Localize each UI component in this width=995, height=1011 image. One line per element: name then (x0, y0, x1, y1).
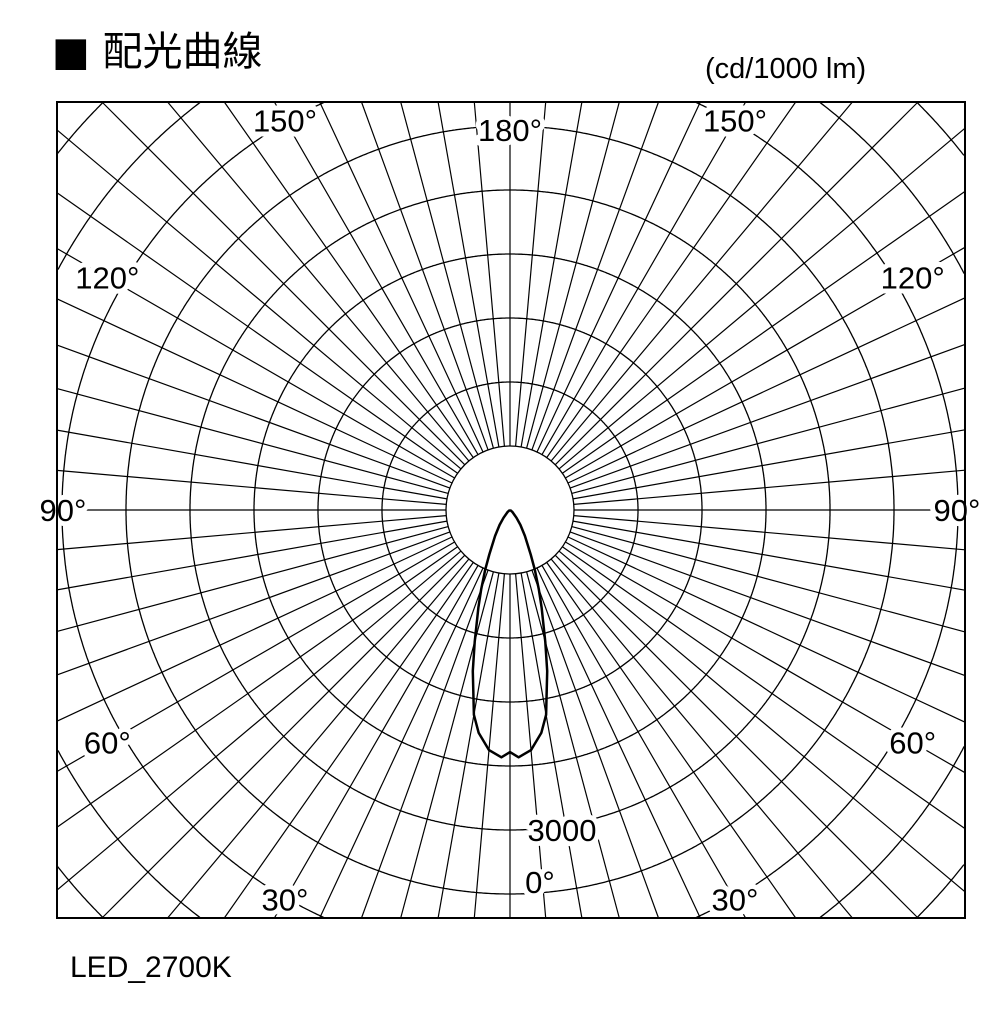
grid-radial-line (473, 101, 505, 447)
lamp-type-label: LED_2700K (70, 951, 232, 984)
grid-radial-line (541, 101, 747, 455)
grid-radial-line (56, 192, 458, 474)
grid-radial-line (400, 101, 494, 449)
grid-radial-line (273, 101, 479, 455)
grid-radial-line (437, 572, 500, 919)
grid-radial-line (569, 343, 966, 489)
grid-radial-line (473, 573, 505, 919)
grid-radial-line (56, 536, 453, 722)
grid-radial-line (56, 520, 448, 591)
grid-radial-line (56, 247, 455, 479)
grid-radial-line (515, 101, 547, 447)
grid-radial-line (223, 562, 474, 919)
grid-radial-line (56, 526, 449, 632)
grid-radial-line (565, 541, 966, 774)
grid-radial-line (56, 515, 447, 551)
grid-radial-line (223, 101, 474, 458)
grid-radial-line (56, 541, 455, 773)
grid-radial-line (56, 531, 451, 676)
grid-radial-line (273, 565, 479, 919)
grid-radial-line (546, 101, 797, 458)
grid-radial-line (56, 129, 462, 470)
grid-radial-line (569, 531, 966, 677)
angle-label: 60° (889, 726, 936, 761)
grid-radial-line (167, 101, 470, 462)
grid-radial-line (56, 344, 451, 489)
grid-radial-line (526, 571, 620, 919)
distribution-curve (471, 508, 549, 759)
grid-radial-line (101, 554, 466, 919)
angle-label: 60° (84, 726, 131, 761)
angle-label: 0° (525, 865, 555, 900)
grid-radial-line (562, 190, 966, 474)
angle-label: 150° (253, 103, 317, 138)
grid-radial-line (573, 469, 966, 505)
grid-radial-line (546, 562, 797, 919)
grid-radial-line (573, 515, 966, 551)
angle-label: 90° (40, 493, 87, 528)
grid-radial-line (437, 101, 500, 448)
grid-radial-line (562, 546, 966, 830)
grid-radial-line (558, 127, 966, 470)
angle-label: 90° (934, 493, 981, 528)
grid-radial-line (56, 298, 453, 484)
angle-label: 150° (703, 103, 767, 138)
grid-radial-line (56, 546, 458, 828)
grid-radial-line (567, 536, 966, 723)
grid-radial-line (319, 101, 484, 453)
angle-label: 120° (75, 261, 139, 296)
grid-radial-line (360, 569, 489, 919)
grid-radial-line (531, 569, 660, 919)
angle-label: 30° (712, 883, 759, 918)
grid-radial-line (167, 558, 470, 919)
grid-radial-line (550, 101, 853, 462)
grid-radial-line (571, 526, 966, 633)
grid-radial-line (520, 572, 583, 919)
scale-label: 3000 (528, 813, 597, 848)
grid-radial-line (56, 388, 449, 494)
grid-radial-line (558, 550, 966, 893)
units-label: (cd/1000 lm) (705, 53, 867, 85)
grid-radial-line (531, 101, 660, 451)
grid-radial-line (360, 101, 489, 451)
grid-radial-line (571, 387, 966, 494)
grid-radial-line (526, 101, 620, 449)
grid-radial-line (572, 520, 966, 591)
angle-label: 180° (478, 113, 542, 148)
grid-radial-line (536, 567, 701, 919)
grid-radial-line (567, 297, 966, 484)
grid-radial-line (56, 550, 462, 891)
grid-ring (57, 102, 965, 918)
grid-radial-line (565, 246, 966, 479)
grid-radial-line (400, 571, 494, 919)
grid-radial-line (536, 101, 701, 453)
grid-ring (57, 101, 965, 919)
grid-radial-line (56, 469, 447, 505)
grid-radial-line (56, 429, 448, 500)
grid-radial-line (550, 558, 853, 919)
grid-radial-line (520, 101, 583, 448)
grid-radial-line (515, 573, 547, 919)
angle-label: 30° (262, 883, 309, 918)
grid-radial-line (554, 554, 919, 919)
grid-radial-line (319, 567, 484, 919)
plot-frame (56, 101, 966, 919)
grid-radial-line (541, 565, 747, 919)
grid-radial-line (554, 101, 919, 466)
grid-radial-line (572, 429, 966, 500)
grid-radial-line (101, 101, 466, 466)
chart-title: ■ 配光曲線 (52, 29, 263, 75)
angle-label: 120° (881, 261, 945, 296)
